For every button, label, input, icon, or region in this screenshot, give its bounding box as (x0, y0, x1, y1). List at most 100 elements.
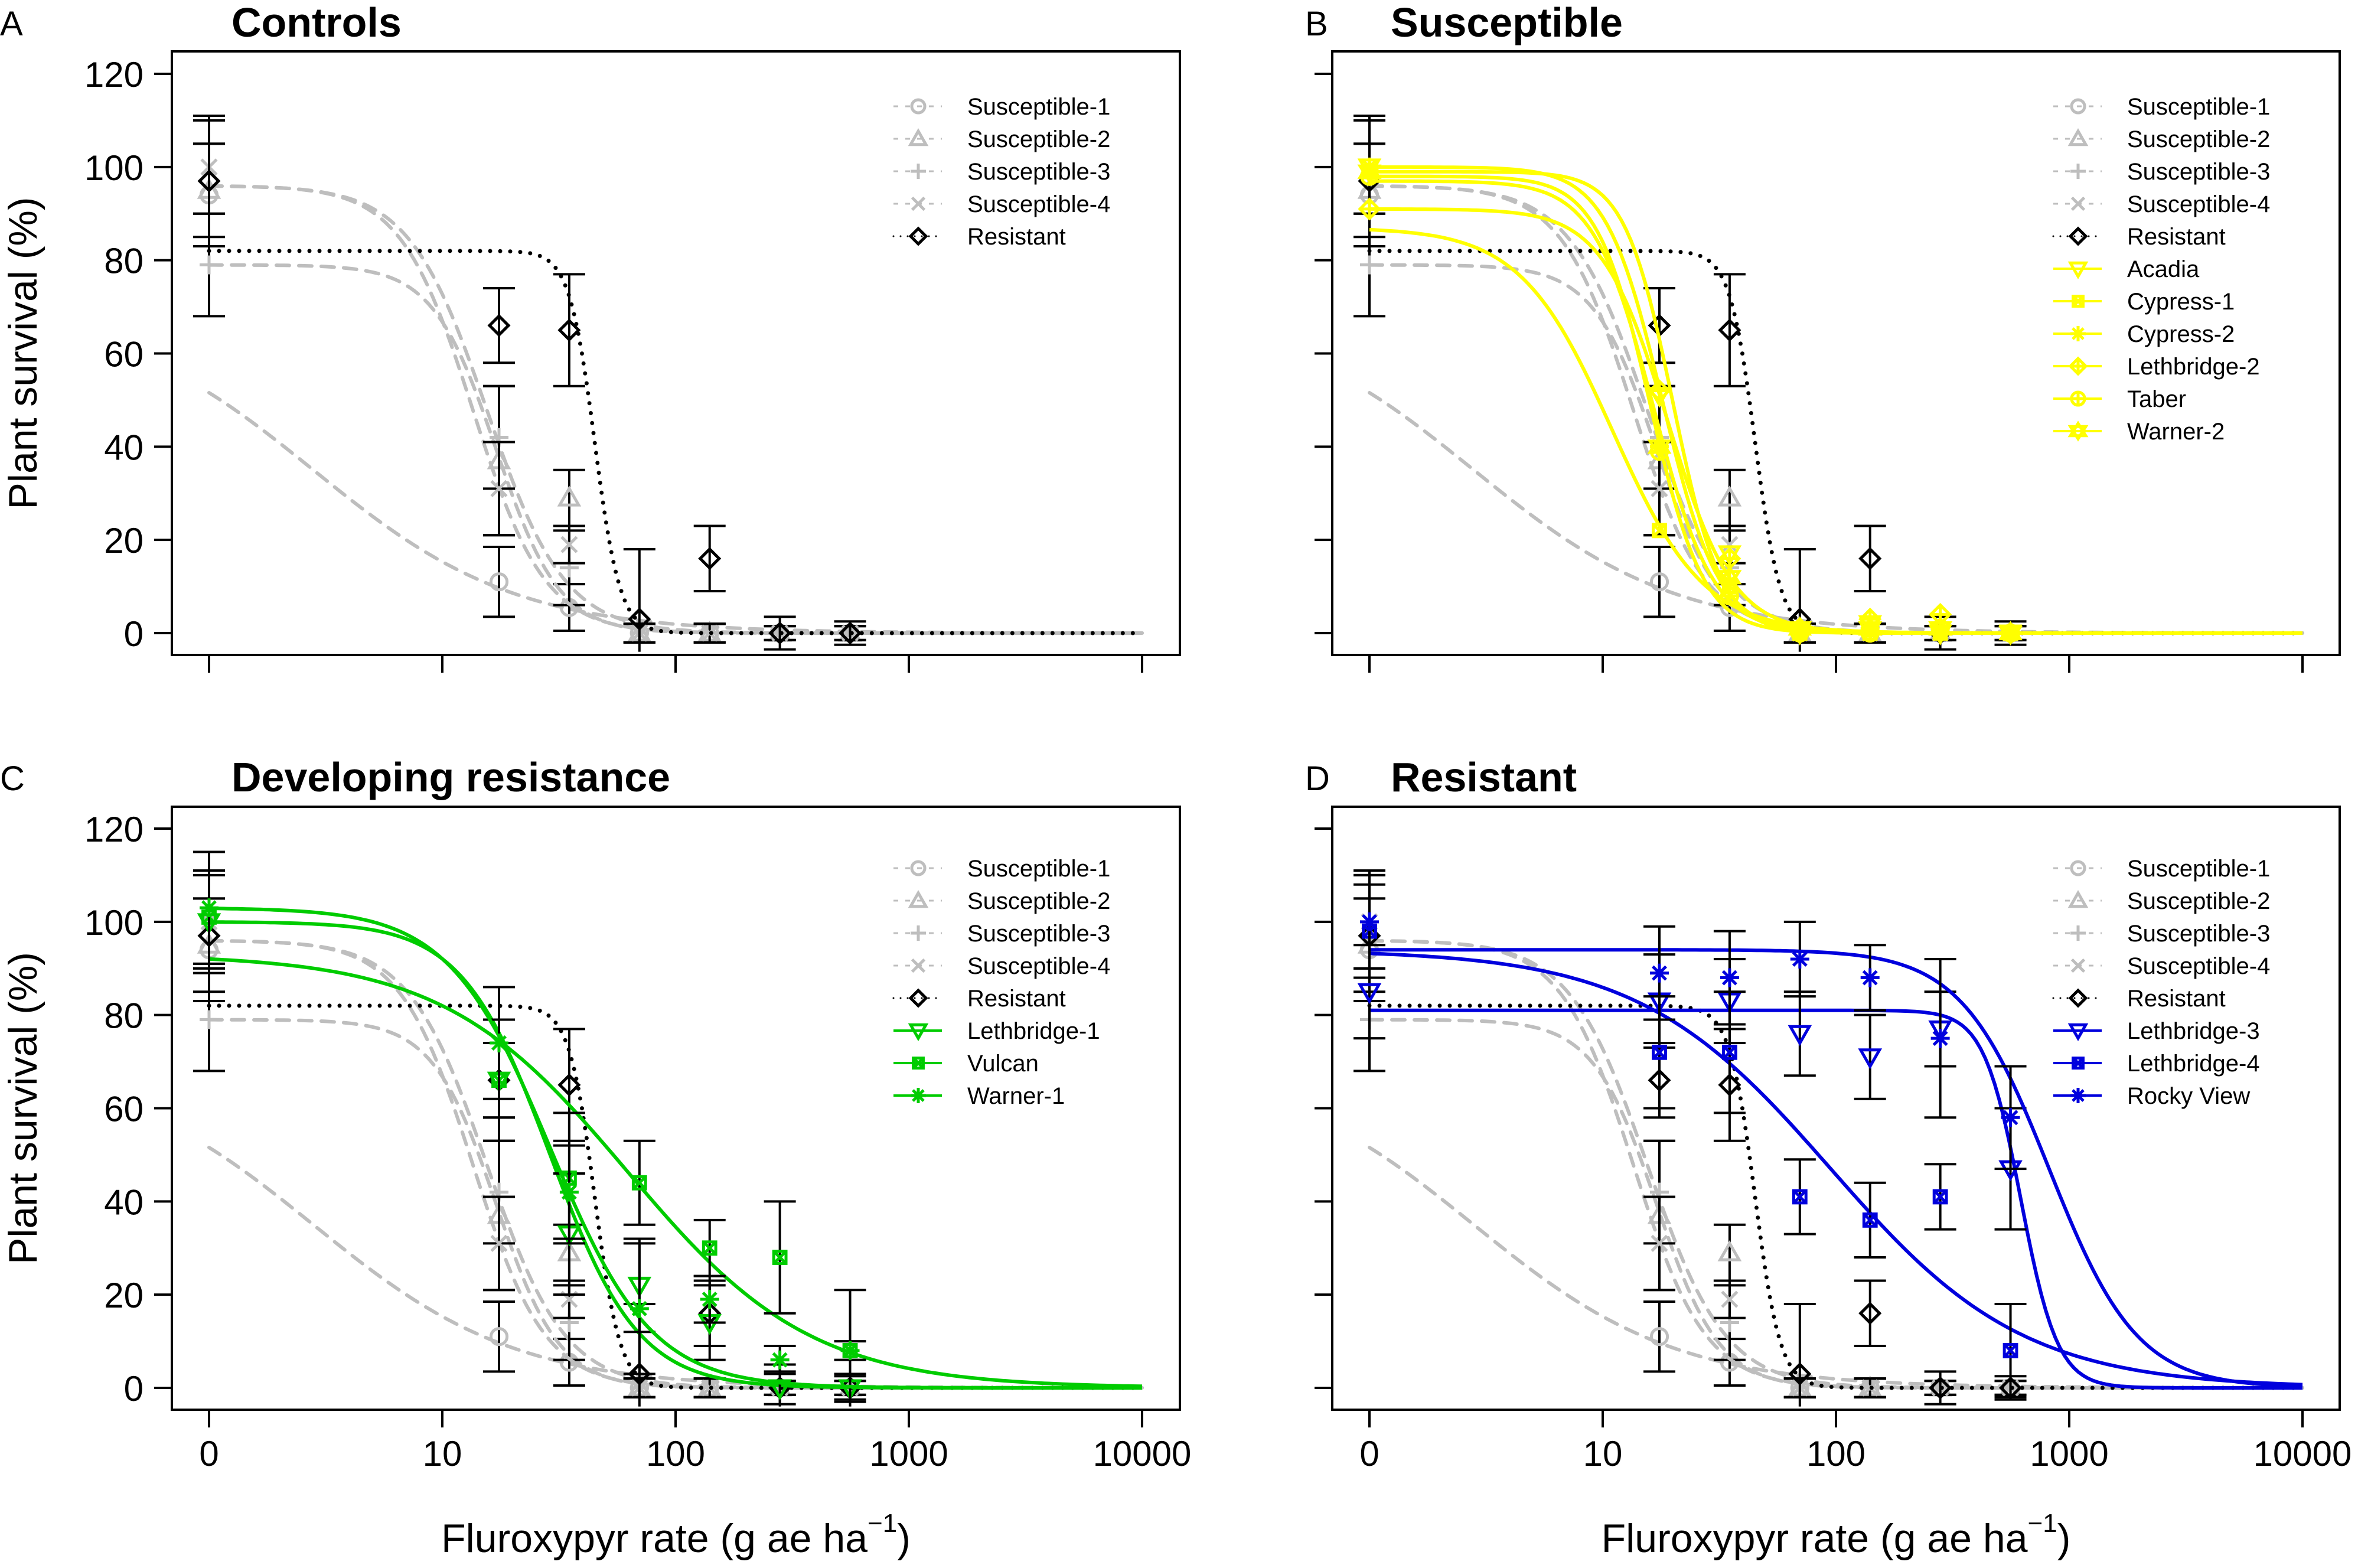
data-point-shape (1928, 616, 1953, 636)
legend-item: Taber (2053, 386, 2186, 412)
data-point-stroke (631, 1300, 647, 1316)
data-point-shape (1932, 1189, 1948, 1205)
data-point-shape (1717, 565, 1742, 585)
data-point (631, 1175, 647, 1191)
plot-area (193, 115, 1144, 652)
legend-marker-shape (910, 860, 927, 876)
data-point-shape (1858, 1048, 1883, 1070)
legend-label: Susceptible-1 (967, 856, 1110, 882)
legend: Susceptible-1 Susceptible-2 Susceptible-3 S… (2052, 94, 2270, 445)
panel-D: D Resistant 0 10 100 1000 10000 Fluroxypyr rate… (1305, 754, 2352, 1561)
panel-letter: B (1305, 5, 1328, 43)
data-point (1930, 1029, 1950, 1048)
legend-label: Cypress-1 (2127, 289, 2235, 315)
legend-marker (911, 925, 926, 941)
data-point (1720, 968, 1739, 987)
data-point (557, 1073, 581, 1097)
data-point (1360, 255, 1379, 275)
legend-label: Lethbridge-3 (2127, 1018, 2260, 1044)
data-point-stroke (490, 1234, 508, 1252)
fit-curve (1368, 1146, 2304, 1390)
legend-item: Rocky View (2053, 1083, 2250, 1109)
legend-item: Susceptible-4 (2053, 953, 2270, 979)
legend-marker-stroke (911, 196, 926, 211)
data-point (557, 485, 582, 507)
legend-label: Resistant (2127, 986, 2226, 1012)
legend-label: Susceptible-2 (967, 126, 1110, 152)
legend-marker-stroke (2072, 295, 2085, 308)
legend: Susceptible-1 Susceptible-2 Susceptible-3 S… (892, 94, 1110, 250)
legend-marker-stroke (2072, 1089, 2085, 1102)
data-point (1788, 1025, 1812, 1047)
x-axis-label: Fluroxypyr rate (g ae ha−1) (441, 1509, 911, 1561)
x-tick-label: 10 (1583, 1434, 1623, 1474)
x-tick-label: 100 (646, 1434, 705, 1474)
x-axis-label-main: Fluroxypyr rate (g ae ha (441, 1516, 867, 1561)
data-point-stroke (632, 1175, 647, 1190)
data-point (1649, 572, 1669, 592)
panel-B: B SusceptibleSusceptible-1Susceptible-2Su… (1305, 0, 2341, 673)
data-point (1788, 1362, 1812, 1386)
data-point-stroke (1652, 1045, 1667, 1060)
panel-A: A Controls 0 20 40 60 80 100 120 Plant survival (… (0, 0, 1181, 673)
legend-label: Susceptible-3 (2127, 921, 2270, 947)
data-point (1650, 963, 1669, 983)
legend-marker (2072, 1057, 2085, 1070)
data-point-shape (698, 547, 722, 571)
y-tick-label: 120 (84, 55, 143, 94)
data-point-stroke (2003, 1343, 2018, 1358)
data-point-shape (1862, 1212, 1878, 1228)
legend: Susceptible-1 Susceptible-2 Susceptible-3 S… (892, 856, 1110, 1109)
data-point-stroke (772, 1352, 788, 1368)
data-point (772, 1250, 788, 1265)
x-tick-label: 0 (199, 1434, 218, 1474)
data-point-shape (1788, 1362, 1812, 1386)
data-point (1998, 621, 2023, 646)
fit-curve (1368, 263, 2304, 635)
x-tick-label: 10000 (2253, 1434, 2352, 1474)
legend-marker-shape (908, 1023, 929, 1042)
data-point-shape (702, 1240, 717, 1256)
data-point-stroke (491, 1035, 507, 1051)
legend: Susceptible-1 Susceptible-2 Susceptible-3 S… (2052, 856, 2270, 1109)
data-point-shape (772, 1250, 788, 1265)
legend-label: Susceptible-1 (2127, 94, 2270, 120)
legend-marker-stroke (2072, 327, 2085, 340)
legend-label: Taber (2127, 386, 2186, 412)
fit-curve (1368, 184, 2304, 635)
legend-label: Resistant (967, 986, 1066, 1012)
legend-label: Susceptible-3 (2127, 159, 2270, 185)
data-point (1648, 379, 1671, 403)
x-axis-label-close: ) (897, 1516, 911, 1561)
data-point-shape (1929, 1376, 1952, 1400)
data-point (1862, 1212, 1878, 1228)
legend-marker (908, 128, 929, 146)
legend-label: Susceptible-2 (2127, 126, 2270, 152)
data-point-shape (1357, 983, 1382, 1005)
data-point-shape (1858, 621, 1883, 641)
legend-label: Lethbridge-4 (2127, 1051, 2260, 1077)
legend-item: Resistant (2052, 986, 2226, 1012)
data-point-shape (1652, 1044, 1667, 1060)
data-point-stroke (1933, 1189, 1948, 1204)
legend-marker (2067, 889, 2089, 908)
data-point-stroke (1721, 970, 1737, 986)
series-r (193, 115, 1144, 652)
data-point-shape (1647, 439, 1672, 459)
series-vulcan (193, 869, 1143, 1407)
series-s1 (193, 142, 1144, 644)
panel-letter: C (0, 759, 25, 798)
data-point-shape (1722, 1044, 1737, 1060)
data-point-shape (1717, 1240, 1742, 1261)
data-point-shape (1647, 434, 1672, 454)
plot-area (1354, 115, 2305, 652)
legend-marker (908, 988, 928, 1008)
panel-title: Resistant (1391, 754, 1577, 800)
legend-marker (2067, 1023, 2089, 1042)
series-s3 (193, 212, 1144, 644)
fit-curve (207, 184, 1144, 635)
fit-curve (1369, 948, 2303, 1388)
legend-item: Susceptible-4 (893, 191, 1110, 217)
legend-item: Warner-2 (2053, 419, 2225, 445)
